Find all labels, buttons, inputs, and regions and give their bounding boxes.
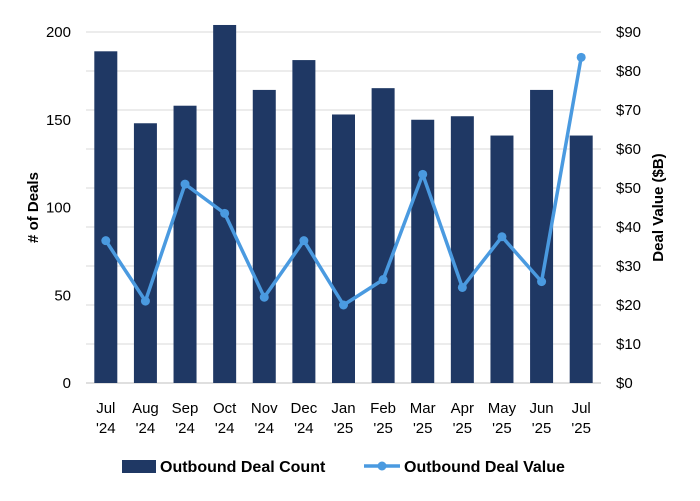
right-tick-label: $50 [616, 180, 641, 197]
bar [411, 119, 435, 383]
x-tick-label: '25 [453, 420, 473, 437]
right-tick-label: $30 [616, 258, 641, 275]
right-tick-label: $10 [616, 336, 641, 353]
x-tick-label: Jan [331, 400, 355, 417]
left-tick-label: 100 [46, 200, 71, 217]
x-tick-label: Dec [291, 400, 318, 417]
x-tick-label: May [488, 400, 517, 417]
bar [133, 123, 157, 383]
x-tick-label: '25 [492, 420, 512, 437]
right-axis-title: Deal Value ($B) [650, 153, 667, 261]
legend-label: Outbound Deal Count [160, 459, 326, 476]
left-tick-label: 150 [46, 112, 71, 129]
x-tick-label: Mar [410, 400, 436, 417]
value-point [457, 282, 467, 292]
value-point [220, 208, 230, 218]
value-point [259, 292, 269, 302]
x-tick-label: Nov [251, 400, 278, 417]
right-tick-label: $40 [616, 219, 641, 236]
value-point [299, 236, 309, 246]
bar [450, 116, 474, 384]
x-tick-label: Aug [132, 400, 159, 417]
left-tick-label: 50 [54, 287, 71, 304]
x-tick-label: '24 [254, 420, 274, 437]
bar [371, 88, 395, 383]
legend-line-marker [377, 461, 387, 471]
x-tick-label: '24 [136, 420, 156, 437]
bar [332, 114, 355, 384]
x-tick-label: Oct [213, 400, 237, 417]
x-tick-label: '24 [175, 420, 195, 437]
value-point [497, 232, 507, 242]
x-tick-label: '25 [334, 420, 354, 437]
x-tick-label: Jul [572, 400, 591, 417]
bar [569, 135, 593, 383]
value-point [101, 236, 111, 246]
x-tick-label: '25 [373, 420, 393, 437]
bar [213, 24, 237, 383]
x-tick-label: '24 [215, 420, 235, 437]
right-tick-label: $20 [616, 297, 641, 314]
bar [94, 51, 118, 384]
bar [292, 60, 316, 384]
x-tick-label: Apr [451, 400, 474, 417]
bar [173, 105, 197, 384]
right-tick-label: $80 [616, 63, 641, 80]
left-axis-title: # of Deals [25, 172, 42, 243]
bar [490, 135, 514, 383]
x-tick-label: '24 [96, 420, 116, 437]
x-tick-label: '25 [571, 420, 591, 437]
x-tick-label: Jun [529, 400, 553, 417]
value-point [418, 169, 428, 179]
value-point [537, 277, 547, 287]
right-tick-label: $90 [616, 24, 641, 41]
right-tick-label: $70 [616, 102, 641, 119]
right-tick-label: $0 [616, 375, 633, 392]
bar [530, 89, 554, 383]
value-point [140, 296, 150, 306]
x-tick-label: Sep [172, 400, 199, 417]
bar [252, 89, 276, 383]
right-tick-label: $60 [616, 141, 641, 158]
left-tick-label: 200 [46, 24, 71, 41]
left-tick-label: 0 [63, 375, 71, 392]
legend-bar-swatch [122, 460, 156, 473]
value-point [378, 275, 388, 285]
x-tick-label: Jul [96, 400, 115, 417]
value-point [180, 179, 190, 189]
x-tick-label: Feb [370, 400, 396, 417]
x-tick-label: '25 [532, 420, 552, 437]
axes: 0 50 100 150 200 $0 $10 $20 $30 $40 $50 $60 $70 $80 $9… [25, 24, 667, 437]
x-tick-label: '24 [294, 420, 314, 437]
value-point [576, 52, 586, 62]
value-point [339, 300, 348, 310]
bar-series [94, 24, 593, 384]
line-series [101, 52, 586, 310]
x-tick-label: '25 [413, 420, 433, 437]
legend: Outbound Deal Count Outbound Deal Value [122, 459, 565, 476]
legend-label: Outbound Deal Value [404, 459, 565, 476]
